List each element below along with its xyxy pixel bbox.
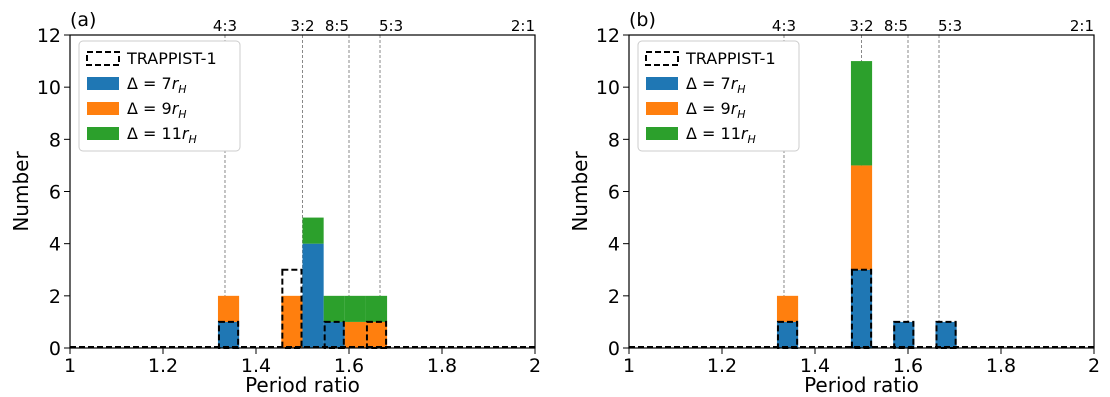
x-tick-label-3: 1.6 bbox=[893, 355, 923, 377]
trappist-bar-1 bbox=[850, 268, 873, 349]
y-tick-label-4: 8 bbox=[608, 129, 620, 151]
y-tick-label-2: 4 bbox=[608, 234, 620, 256]
x-tick-label-5: 2 bbox=[529, 355, 541, 377]
x-tick-label-0: 1 bbox=[623, 355, 635, 377]
resonance-label-1: 3:2 bbox=[849, 17, 873, 35]
legend-text-3: Δ = 11rH bbox=[686, 124, 756, 146]
bar-blue-3 bbox=[935, 321, 957, 348]
bar-green-1 bbox=[850, 61, 873, 166]
y-tick-label-6: 12 bbox=[596, 25, 620, 47]
x-tick-label-2: 1.4 bbox=[800, 355, 830, 377]
legend-text-3: Δ = 11rH bbox=[127, 124, 197, 146]
legend-swatch-2 bbox=[87, 102, 119, 115]
x-tick-label-0: 1 bbox=[64, 355, 76, 377]
legend-box bbox=[78, 40, 241, 152]
legend: TRAPPIST-1 Δ = 7rH Δ = 9rH Δ = 11rH bbox=[78, 40, 241, 152]
y-tick-label-0: 0 bbox=[49, 338, 61, 360]
resonance-label-0: 4:3 bbox=[213, 17, 237, 35]
legend-text-2: Δ = 9rH bbox=[127, 99, 187, 121]
y-tick-label-2: 4 bbox=[49, 234, 61, 256]
resonance-label-1: 3:2 bbox=[290, 17, 314, 35]
bar-blue-2 bbox=[302, 243, 324, 348]
x-tick-label-3: 1.6 bbox=[334, 355, 364, 377]
legend-text-trappist: TRAPPIST-1 bbox=[126, 49, 217, 68]
y-tick-label-1: 2 bbox=[608, 286, 620, 308]
bar-green-5 bbox=[365, 295, 388, 322]
trappist-bar-1 bbox=[281, 268, 303, 349]
y-axis-label: Number bbox=[9, 151, 33, 232]
y-tick-label-3: 6 bbox=[49, 182, 61, 204]
bar-blue-0 bbox=[776, 321, 799, 348]
legend-box bbox=[637, 40, 800, 152]
bar-orange-0 bbox=[776, 295, 799, 322]
resonance-label-4: 2:1 bbox=[1070, 17, 1094, 35]
y-axis-label: Number bbox=[568, 151, 592, 232]
legend-swatch-1 bbox=[646, 77, 678, 90]
bar-blue-3 bbox=[323, 321, 345, 348]
bar-green-2 bbox=[302, 217, 324, 244]
resonance-label-4: 2:1 bbox=[511, 17, 535, 35]
y-tick-label-4: 8 bbox=[49, 129, 61, 151]
legend-swatch-trappist bbox=[645, 51, 679, 66]
bar-orange-1 bbox=[850, 165, 873, 270]
x-axis-label: Period ratio bbox=[804, 373, 919, 397]
bar-blue-2 bbox=[893, 321, 915, 348]
legend-swatch-2 bbox=[646, 102, 678, 115]
x-tick-label-5: 2 bbox=[1088, 355, 1100, 377]
legend-text-trappist: TRAPPIST-1 bbox=[685, 49, 776, 68]
x-tick-label-1: 1.2 bbox=[148, 355, 178, 377]
chart-panel-a: 1 1.2 1.4 1.6 1.8 2 0 2 4 6 8 10 12 Period ratio Numbe… bbox=[9, 9, 541, 397]
x-axis-label: Period ratio bbox=[245, 373, 360, 397]
bar-green-3 bbox=[323, 295, 345, 322]
resonance-label-2: 8:5 bbox=[325, 17, 349, 35]
resonance-label-0: 4:3 bbox=[772, 17, 796, 35]
y-tick-label-6: 12 bbox=[37, 25, 61, 47]
legend-text-1: Δ = 7rH bbox=[127, 74, 187, 96]
legend-swatch-3 bbox=[646, 127, 678, 140]
bar-blue-0 bbox=[217, 321, 240, 348]
y-tick-label-1: 2 bbox=[49, 286, 61, 308]
bar-orange-1 bbox=[281, 295, 303, 348]
bar-orange-5 bbox=[365, 321, 388, 348]
legend-swatch-3 bbox=[87, 127, 119, 140]
bar-orange-4 bbox=[344, 321, 366, 348]
y-tick-label-0: 0 bbox=[608, 338, 620, 360]
bar-blue-1 bbox=[850, 269, 873, 348]
legend-swatch-1 bbox=[87, 77, 119, 90]
y-tick-label-3: 6 bbox=[608, 182, 620, 204]
legend-swatch-trappist bbox=[86, 51, 120, 66]
panel-label: (a) bbox=[70, 9, 96, 31]
x-tick-label-4: 1.8 bbox=[986, 355, 1016, 377]
resonance-label-2: 8:5 bbox=[884, 17, 908, 35]
bar-orange-0 bbox=[217, 295, 240, 322]
legend: TRAPPIST-1 Δ = 7rH Δ = 9rH Δ = 11rH bbox=[637, 40, 800, 152]
legend-text-2: Δ = 9rH bbox=[686, 99, 746, 121]
y-tick-label-5: 10 bbox=[596, 77, 620, 99]
resonance-label-3: 5:3 bbox=[938, 17, 962, 35]
x-tick-label-4: 1.8 bbox=[427, 355, 457, 377]
resonance-label-3: 5:3 bbox=[379, 17, 403, 35]
bar-green-4 bbox=[344, 295, 366, 322]
y-tick-label-5: 10 bbox=[37, 77, 61, 99]
x-tick-label-1: 1.2 bbox=[707, 355, 737, 377]
panel-label: (b) bbox=[629, 9, 656, 31]
x-tick-label-2: 1.4 bbox=[241, 355, 271, 377]
chart-panel-b: 1 1.2 1.4 1.6 1.8 2 0 2 4 6 8 10 12 Period ratio Numbe… bbox=[568, 9, 1100, 397]
legend-text-1: Δ = 7rH bbox=[686, 74, 746, 96]
